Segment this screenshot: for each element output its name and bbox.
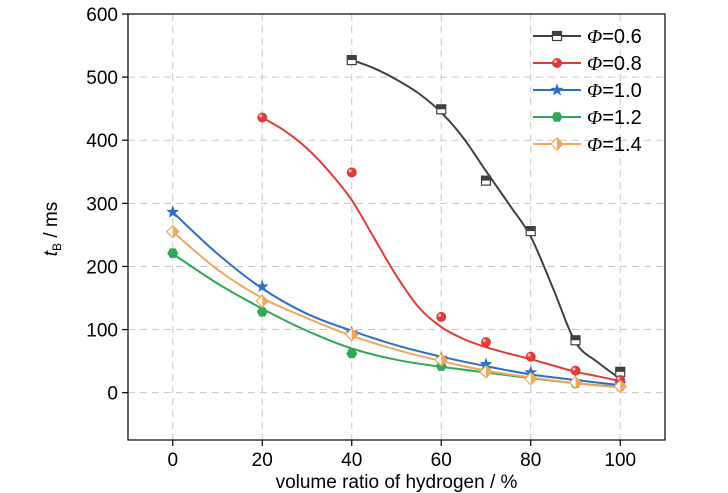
data-point-phi-0-8: [570, 365, 581, 376]
legend-marker-phi-1-2: [551, 112, 563, 122]
x-tick-label: 100: [604, 450, 636, 471]
data-point-phi-0-6-fill: [615, 367, 625, 372]
data-point-phi-0-8: [346, 167, 357, 178]
legend-marker-phi-0-8: [552, 58, 562, 68]
legend-label: Φ=1.2: [587, 107, 642, 129]
series-curves: [172, 59, 621, 389]
x-tick-label: 0: [167, 450, 178, 471]
data-point-phi-0-8-shine: [482, 338, 486, 343]
x-tick-label: 80: [520, 450, 541, 471]
grid: [128, 13, 665, 440]
legend-label-symbol: Φ: [587, 107, 602, 129]
legend-label-value: =1.2: [602, 107, 641, 129]
data-point-phi-0-6-fill: [571, 335, 580, 341]
legend-item-phi-0-8: Φ=0.8: [533, 53, 642, 75]
legend-label-value: =1.4: [602, 134, 641, 156]
data-point-phi-0-8-shine: [617, 376, 621, 381]
data-point-phi-0-6-fill: [347, 55, 357, 61]
series-curve-phi-1-4: [172, 230, 621, 389]
legend-label-symbol: Φ: [587, 134, 602, 156]
data-point-phi-0-8-shine: [438, 313, 442, 317]
y-axis-label-sub: B: [50, 243, 64, 251]
data-point-phi-1-4-fill: [530, 372, 537, 385]
y-tick-label: 500: [86, 68, 118, 89]
data-point-phi-1-2: [256, 307, 268, 317]
data-point-phi-0-8-shine: [348, 169, 352, 173]
legend-label-symbol: Φ: [587, 26, 602, 48]
y-tick-label: 600: [86, 5, 118, 26]
data-point-phi-0-8: [525, 351, 536, 362]
data-point-phi-0-6-fill: [436, 104, 446, 110]
data-point-phi-0-8-shine: [572, 367, 576, 371]
legend-label-value: =1.0: [602, 80, 641, 102]
axis-ticks: 0 20 40 60 80 100 0 100 200 300 400 500 600: [86, 5, 636, 471]
series-curve-phi-0-8: [261, 116, 621, 383]
legend-label: Φ=1.0: [587, 80, 642, 102]
legend-item-phi-1-4: Φ=1.4: [533, 134, 642, 156]
y-axis-label: tB / ms: [41, 202, 64, 256]
data-point-phi-0-6-fill: [526, 226, 536, 232]
legend-label-value: =0.6: [602, 26, 641, 48]
legend-label-value: =0.8: [602, 53, 641, 75]
x-tick-label: 20: [252, 450, 273, 471]
data-point-phi-1-4-fill: [351, 328, 358, 341]
legend: Φ=0.6Φ=0.8Φ=1.0Φ=1.2Φ=1.4: [533, 26, 642, 156]
y-axis-label-main: t: [41, 250, 62, 256]
legend-marker-phi-0-8-shine: [553, 59, 558, 64]
data-point-phi-1-0: [166, 205, 180, 218]
series-curve-phi-1-0: [172, 211, 621, 387]
data-point-phi-1-4-fill: [441, 353, 448, 366]
y-tick-label: 200: [86, 257, 118, 278]
data-point-phi-1-0: [479, 357, 493, 370]
y-tick-label: 300: [86, 194, 118, 215]
series-curve-phi-0-6: [351, 59, 621, 380]
data-point-phi-1-4-fill: [172, 225, 179, 238]
legend-label: Φ=1.4: [587, 134, 642, 156]
data-point-phi-1-4-fill: [620, 380, 627, 393]
x-axis-label: volume ratio of hydrogen / %: [276, 472, 518, 493]
data-point-phi-0-8-shine: [259, 114, 263, 118]
series-points-phi-0-6: [346, 54, 626, 377]
data-point-phi-1-2: [167, 248, 179, 258]
data-point-phi-1-0: [524, 365, 538, 378]
x-tick-label: 40: [341, 450, 362, 471]
data-point-phi-0-8: [257, 112, 268, 123]
data-point-phi-1-0: [255, 279, 269, 293]
data-point-phi-0-8: [436, 311, 447, 322]
y-axis-label-unit: / ms: [41, 202, 62, 243]
y-tick-label: 0: [107, 384, 118, 405]
data-point-phi-1-4-fill: [486, 365, 492, 378]
legend-item-phi-1-2: Φ=1.2: [533, 107, 642, 129]
y-tick-label: 100: [86, 321, 118, 342]
legend-label: Φ=0.8: [587, 53, 642, 75]
series-markers: [165, 54, 628, 394]
data-point-phi-0-8: [481, 337, 491, 348]
legend-item-phi-0-6: Φ=0.6: [533, 26, 642, 48]
series-curve-phi-1-2: [172, 252, 621, 388]
legend-label-symbol: Φ: [587, 80, 602, 102]
plot-frame: [127, 13, 666, 441]
y-tick-label: 400: [86, 131, 118, 152]
legend-marker-phi-1-4-fill: [557, 138, 563, 150]
legend-marker-phi-1-0: [550, 83, 564, 96]
data-point-phi-0-8-shine: [527, 353, 531, 357]
legend-label-symbol: Φ: [587, 53, 602, 75]
data-point-phi-1-4-fill: [575, 376, 582, 389]
legend-label: Φ=0.6: [587, 26, 642, 48]
data-point-phi-1-4-fill: [262, 295, 269, 308]
series-points-phi-1-4: [165, 224, 628, 394]
data-point-phi-1-2: [346, 348, 358, 359]
legend-marker-phi-0-6-fill: [552, 31, 562, 36]
legend-item-phi-1-0: Φ=1.0: [533, 80, 642, 102]
data-point-phi-0-6-fill: [481, 176, 491, 181]
x-tick-label: 60: [431, 450, 452, 471]
